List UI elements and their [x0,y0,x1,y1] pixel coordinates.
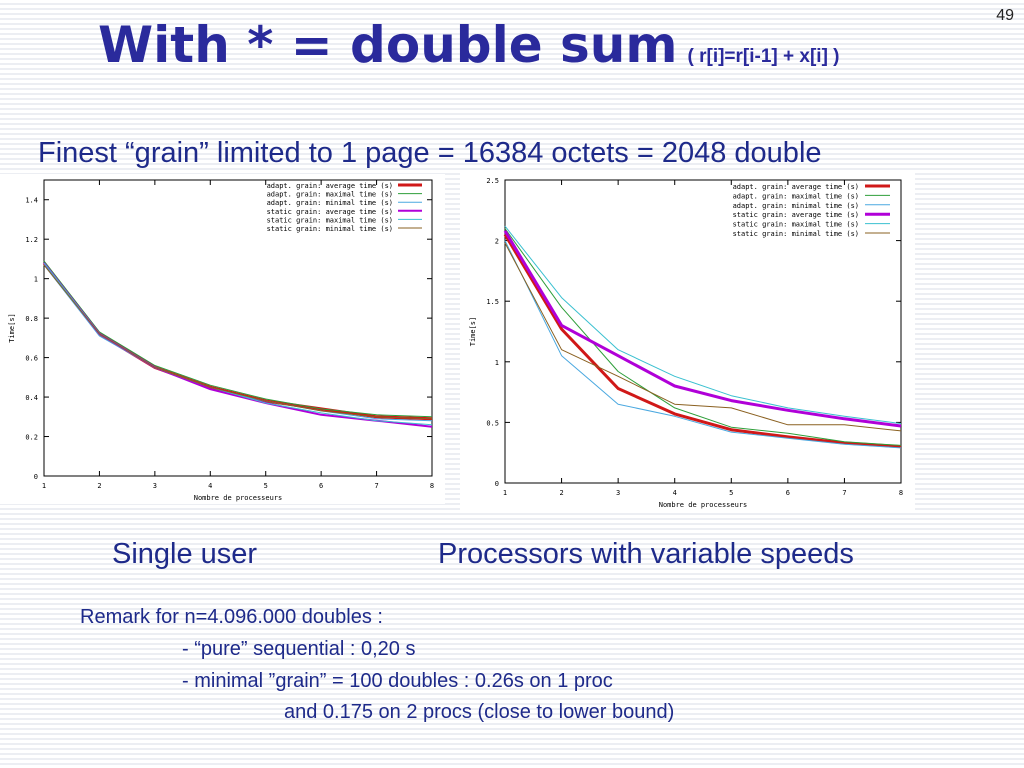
chart-svg-variable-speeds: 0 0.5 1 1.5 2 2.5 1 2 3 4 5 6 7 8 Nombre de processeur… [469,177,903,509]
remark-line: - minimal ”grain” = 100 doubles : 0.26s … [182,670,613,692]
x-tick-label: 2 [97,482,101,490]
y-tick-label: 1.5 [486,298,499,306]
x-tick-label: 7 [374,482,378,490]
slide-title: With * = double sum ( r[i]=r[i-1] + x[i] … [98,16,840,74]
x-tick-label: 7 [842,489,846,497]
y-tick-label: 0.6 [25,355,38,363]
legend-label: adapt. grain: maximal time (s) [733,192,859,200]
x-tick-label: 6 [319,482,323,490]
plot-frame [43,179,433,477]
y-axis-label: Time[s] [8,313,16,343]
legend-label: adapt. grain: average time (s) [267,182,393,190]
legend-label: static grain: maximal time (s) [733,221,859,229]
y-tick-label: 0 [34,473,38,481]
title-main: With * = double sum [98,16,678,74]
y-tick-label: 0.2 [25,434,38,442]
y-tick-label: 0.8 [25,315,38,323]
x-tick-label: 8 [430,482,434,490]
y-tick-label: 2 [495,238,499,246]
x-axis-label: Nombre de processeurs [659,501,748,509]
y-axis-label: Time[s] [469,317,477,347]
series-line [504,242,902,432]
series-line [504,240,902,449]
remark-line: Remark for n=4.096.000 doubles : [80,606,383,628]
y-tick-label: 1.4 [25,197,38,205]
series-line [43,264,433,420]
series-line [503,230,902,428]
x-axis-label: Nombre de processeurs [194,494,283,502]
y-tick-label: 0 [495,480,499,488]
x-tick-label: 2 [559,489,563,497]
title-formula: ( r[i]=r[i-1] + x[i] ) [687,46,840,67]
series-line [503,233,902,449]
legend-label: static grain: average time (s) [733,211,859,219]
series-line [504,228,902,446]
slide-subtitle: Finest “grain” limited to 1 page = 16384… [38,137,822,169]
legend-label: static grain: minimal time (s) [267,225,393,233]
y-tick-label: 2.5 [486,177,499,185]
legend-label: adapt. grain: maximal time (s) [267,191,393,199]
x-tick-label: 5 [264,482,268,490]
x-tick-label: 4 [208,482,212,490]
series-line [43,262,433,428]
remark-line: - “pure” sequential : 0,20 s [182,638,416,660]
legend-label: adapt. grain: average time (s) [733,183,859,191]
caption-single-user: Single user [112,538,258,570]
x-tick-label: 1 [42,482,46,490]
page-number: 49 [996,7,1014,24]
remark-line: and 0.175 on 2 procs (close to lower bou… [284,701,675,723]
legend-label: static grain: minimal time (s) [733,230,859,238]
caption-variable-speeds: Processors with variable speeds [438,538,854,570]
legend-label: static grain: average time (s) [267,208,393,216]
x-tick-label: 3 [616,489,620,497]
series-line [504,225,902,425]
x-tick-label: 3 [153,482,157,490]
x-tick-label: 6 [786,489,790,497]
x-tick-label: 1 [503,489,507,497]
y-tick-label: 1 [495,359,499,367]
x-tick-label: 8 [899,489,903,497]
chart-svg-single-user: 0 0.2 0.4 0.6 0.8 1 1.2 1.4 1 2 3 4 5 6 7 8 Nombre de pr… [8,179,434,502]
y-tick-label: 1 [34,276,38,284]
series-line [43,260,433,418]
y-tick-label: 0.4 [25,394,38,402]
chart-single-user: 0 0.2 0.4 0.6 0.8 1 1.2 1.4 1 2 3 4 5 6 7 8 Nombre de pr… [0,174,445,504]
plot-frame [504,179,902,484]
legend-label: static grain: maximal time (s) [267,216,393,224]
series-line [43,264,433,422]
y-tick-label: 0.5 [486,419,499,427]
series-line [43,262,433,426]
legend-label: adapt. grain: minimal time (s) [267,199,393,207]
chart-variable-speeds: 0 0.5 1 1.5 2 2.5 1 2 3 4 5 6 7 8 Nombre de processeur… [460,170,915,512]
y-tick-label: 1.2 [25,236,38,244]
x-tick-label: 5 [729,489,733,497]
legend-label: adapt. grain: minimal time (s) [733,202,859,210]
x-tick-label: 4 [673,489,677,497]
